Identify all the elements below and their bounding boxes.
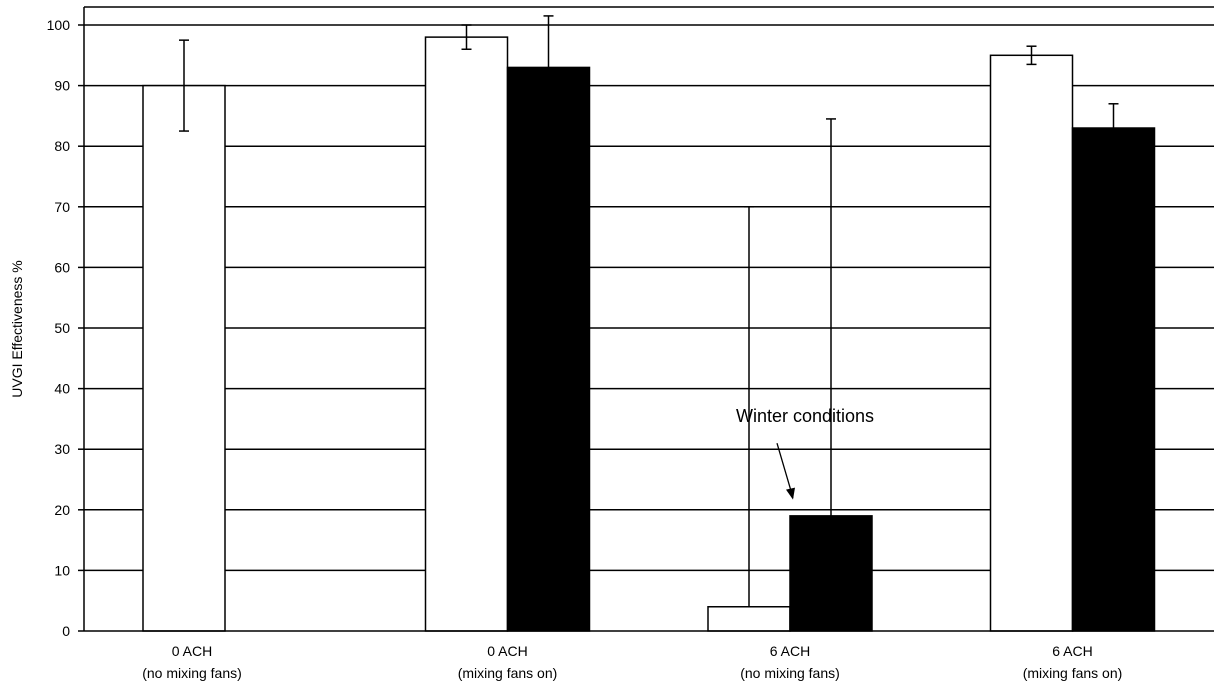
axes [78, 6, 1214, 632]
x-category-sublabel: (no mixing fans) [142, 665, 242, 681]
x-category-label: 6 ACH [1052, 643, 1092, 659]
x-category-label: 6 ACH [770, 643, 810, 659]
y-tick-label: 0 [62, 623, 70, 639]
y-tick-label: 90 [54, 78, 70, 94]
bar [424, 36, 509, 632]
y-tick-label: 80 [54, 138, 70, 154]
annotation-arrow-head [786, 487, 795, 500]
y-tick-label: 60 [54, 259, 70, 275]
bars [142, 36, 1156, 632]
y-axis-title: UVGI Effectiveness % [9, 260, 25, 397]
bar [707, 606, 791, 632]
y-tick-label: 100 [47, 17, 71, 33]
annotation-arrow-shaft [776, 442, 794, 498]
bar [989, 54, 1074, 632]
x-category-label: 0 ACH [487, 643, 527, 659]
bar [142, 84, 226, 632]
x-category-sublabel: (mixing fans on) [458, 665, 558, 681]
y-tick-label: 40 [54, 381, 70, 397]
bar [506, 66, 591, 632]
gridlines [84, 24, 1214, 572]
labels: 0 10 20 30 40 50 60 70 80 90 100 0 ACH (no mixing fa… [47, 17, 1123, 681]
x-category-sublabel: (no mixing fans) [740, 665, 840, 681]
annotation: Winter conditions [736, 406, 874, 500]
y-tick-label: 70 [54, 199, 70, 215]
y-tick-label: 50 [54, 320, 70, 336]
bar [789, 515, 873, 632]
x-category-label: 0 ACH [172, 643, 212, 659]
error-bars [179, 15, 1119, 607]
y-tick-label: 10 [54, 562, 70, 578]
annotation-text: Winter conditions [736, 406, 874, 426]
y-tick-label: 30 [54, 441, 70, 457]
x-category-sublabel: (mixing fans on) [1023, 665, 1123, 681]
y-tick-label: 20 [54, 502, 70, 518]
bar [1071, 127, 1156, 632]
